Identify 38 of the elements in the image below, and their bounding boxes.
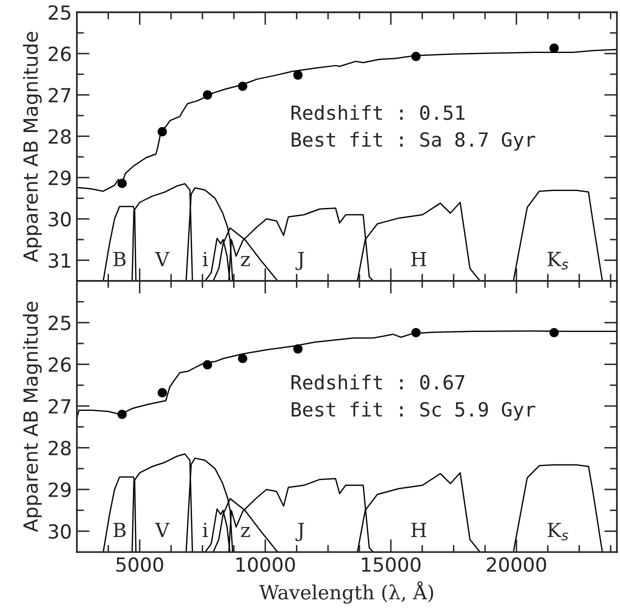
x-axis-title: Wavelength (λ, Å) (259, 581, 434, 604)
series-label: H (411, 252, 426, 266)
annotation: Best fit : Sa 8.7 Gyr (292, 132, 536, 151)
y-tick-label: 26 (48, 357, 71, 372)
y-tick-label: 30 (48, 524, 71, 539)
annotation: Redshift : 0.67 (292, 374, 464, 390)
series-label: V (155, 252, 170, 266)
series-label: B (114, 522, 126, 538)
y-tick-label: 27 (48, 398, 70, 414)
y-tick-label: 31 (48, 253, 70, 268)
y-tick-label: 27 (48, 88, 70, 102)
y-axis-title: Apparent AB Magnitude (22, 302, 42, 532)
series-label: z (241, 256, 250, 266)
series-label: K$_{s}$ (548, 252, 568, 270)
y-tick-label: 29 (48, 170, 71, 186)
y-tick-label: 25 (48, 316, 70, 330)
annotation: Redshift : 0.51 (292, 104, 464, 120)
series-label: i (202, 252, 208, 266)
x-tick-label: 5000 (116, 557, 164, 572)
series-label: H (411, 522, 426, 538)
annotation: Best fit : Sc 5.9 Gyr (292, 402, 536, 421)
series-label: i (202, 522, 208, 538)
y-tick-label: 28 (48, 440, 71, 456)
x-tick-label: 20000 (486, 557, 546, 572)
y-tick-label: 28 (48, 129, 71, 144)
y-axis-title: Apparent AB Magnitude (22, 32, 42, 262)
series-label: J (296, 252, 304, 270)
y-tick-label: 29 (48, 482, 71, 498)
series-label: B (114, 252, 126, 266)
series-label: V (155, 522, 170, 538)
series-label: J (296, 522, 304, 542)
x-tick-label: 15000 (362, 557, 420, 572)
y-tick-label: 25 (48, 5, 70, 20)
series-label: K$_{s}$ (548, 522, 568, 540)
y-tick-label: 30 (48, 212, 71, 227)
series-label: z (241, 526, 250, 538)
y-tick-label: 26 (48, 46, 71, 62)
x-tick-label: 10000 (236, 557, 295, 572)
